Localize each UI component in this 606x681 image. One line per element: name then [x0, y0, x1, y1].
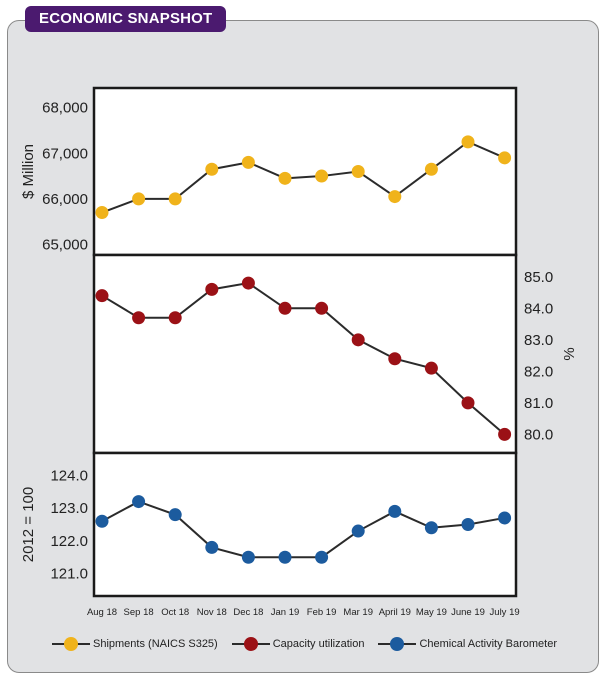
y-tick-label: 81.0 — [524, 395, 553, 412]
data-point — [461, 396, 475, 410]
data-point — [351, 524, 365, 538]
x-tick-label: Oct 18 — [161, 607, 189, 618]
data-point — [424, 521, 438, 535]
x-tick-label: May 19 — [416, 607, 447, 618]
data-point — [205, 540, 219, 554]
data-point — [498, 427, 512, 441]
data-point — [498, 511, 512, 525]
x-tick-label: June 19 — [451, 607, 485, 618]
legend-item: Capacity utilization — [231, 637, 365, 651]
data-point — [388, 190, 402, 204]
data-point — [132, 495, 146, 509]
legend-label: Shipments (NAICS S325) — [93, 638, 218, 650]
data-point — [205, 282, 219, 296]
data-point — [168, 508, 182, 522]
data-point — [351, 165, 365, 178]
legend-item: Shipments (NAICS S325) — [52, 637, 218, 651]
data-point — [278, 550, 292, 564]
data-point — [241, 276, 255, 290]
x-tick-label: Jan 19 — [271, 607, 300, 618]
data-point — [95, 514, 109, 528]
data-point — [498, 151, 512, 165]
x-tick-label: Sep 18 — [124, 607, 154, 618]
y-axis-label: $ Million — [20, 144, 37, 199]
panel-box-2 — [92, 253, 518, 455]
data-point — [168, 192, 182, 206]
y-tick-label: 66,000 — [42, 191, 88, 208]
y-tick-label: 82.0 — [524, 363, 553, 380]
data-point — [241, 155, 255, 169]
y-tick-label: 80.0 — [524, 426, 553, 443]
x-tick-label: Dec 18 — [233, 607, 263, 618]
data-point — [424, 162, 438, 176]
data-point — [461, 518, 475, 531]
y-tick-label: 124.0 — [50, 467, 88, 484]
legend-label: Chemical Activity Barometer — [419, 638, 557, 650]
page-title: ECONOMIC SNAPSHOT — [25, 6, 227, 32]
legend-item: Chemical Activity Barometer — [378, 637, 557, 651]
y-tick-label: 84.0 — [524, 300, 553, 317]
y-tick-label: 85.0 — [524, 269, 553, 286]
y-tick-label: 123.0 — [50, 500, 88, 517]
data-point — [424, 361, 438, 375]
chart-legend: Shipments (NAICS S325) Capacity utilizati… — [52, 634, 571, 654]
data-point — [132, 311, 146, 325]
panel-box-1 — [92, 86, 518, 257]
data-point — [278, 171, 292, 185]
data-point — [132, 192, 146, 206]
x-tick-label: Feb 19 — [307, 607, 337, 618]
data-point — [388, 504, 402, 518]
legend-marker — [231, 637, 270, 651]
data-point — [351, 333, 365, 347]
data-point — [461, 135, 475, 149]
x-tick-label: Nov 18 — [197, 607, 227, 618]
data-point — [168, 311, 182, 325]
data-point — [315, 169, 329, 183]
data-point — [95, 289, 109, 303]
panel-box-3 — [92, 451, 518, 598]
legend-marker — [378, 637, 417, 651]
x-tick-label: April 19 — [379, 607, 411, 618]
x-tick-label: Aug 18 — [87, 607, 117, 618]
y-tick-label: 83.0 — [524, 332, 553, 349]
y-axis-label: 2012 = 100 — [20, 487, 37, 563]
x-tick-label: Mar 19 — [343, 607, 373, 618]
data-point — [95, 206, 109, 220]
y-tick-label: 65,000 — [42, 236, 88, 253]
data-point — [388, 352, 402, 366]
legend-marker — [52, 637, 90, 651]
data-point — [278, 301, 292, 315]
y-tick-label: 68,000 — [42, 100, 88, 117]
data-point — [315, 301, 329, 315]
y-tick-label: 122.0 — [50, 533, 88, 550]
y-tick-label: 121.0 — [50, 566, 88, 583]
y-axis-label: % — [561, 347, 578, 360]
legend-label: Capacity utilization — [272, 638, 365, 650]
x-tick-label: July 19 — [490, 607, 520, 618]
y-tick-label: 67,000 — [42, 145, 88, 162]
data-point — [241, 550, 255, 564]
data-point — [205, 162, 219, 176]
data-point — [315, 550, 329, 564]
